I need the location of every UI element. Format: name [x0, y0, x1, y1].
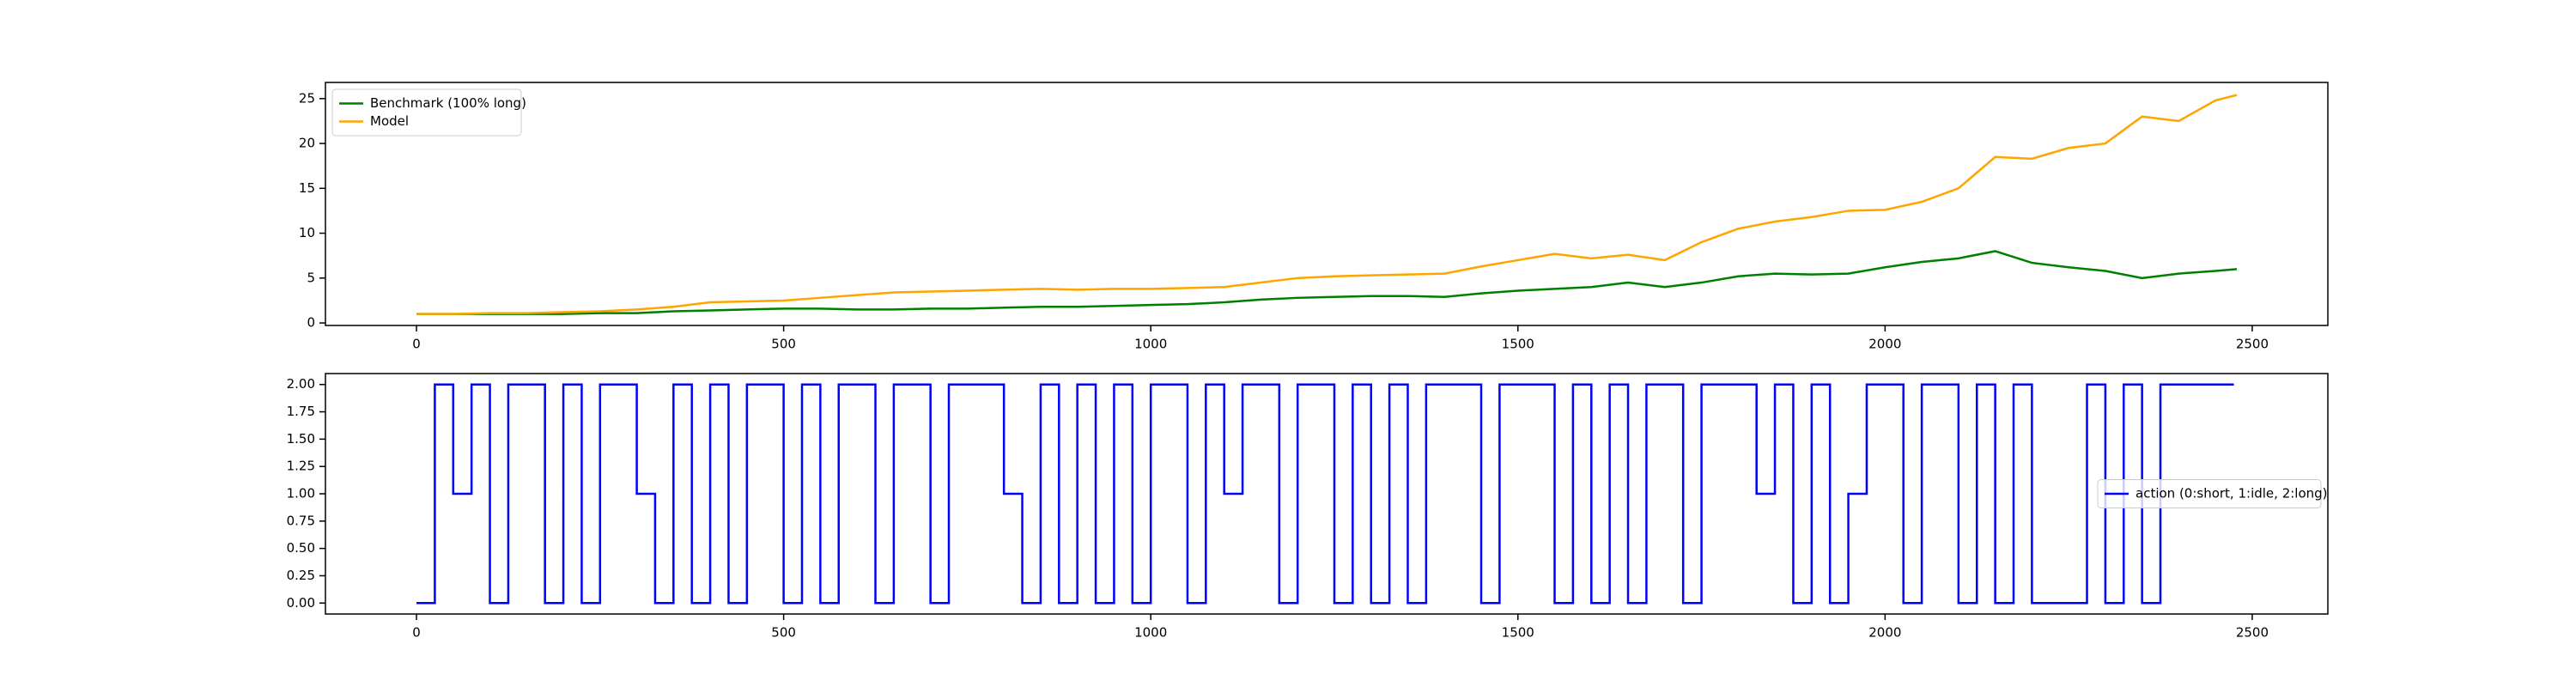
y-tick-label: 0.50 [287, 540, 315, 556]
legend-box [331, 88, 522, 137]
x-tick-label: 2000 [1868, 337, 1901, 352]
x-tick-label: 500 [771, 337, 796, 352]
legend-label: Benchmark (100% long) [370, 95, 526, 111]
x-tick-label: 0 [412, 625, 421, 641]
legend: action (0:short, 1:idle, 2:long) [2097, 479, 2328, 508]
y-tick-label: 1.25 [287, 459, 315, 474]
y-tick-label: 20 [299, 136, 315, 151]
x-tick-label: 1500 [1502, 337, 1534, 352]
legend-box [2097, 479, 2322, 508]
y-tick-label: 2.00 [287, 376, 315, 392]
y-tick-label: 5 [307, 270, 315, 285]
series-line [416, 94, 2238, 315]
axes-frame [325, 82, 2329, 326]
x-tick-label: 1000 [1134, 337, 1167, 352]
axes-frame [325, 373, 2329, 615]
y-tick-label: 0.25 [287, 568, 315, 583]
subplot: 0 500 1000 1500 2000 2500 0.00 0.25 0.50 0.75 1.00… [287, 373, 2329, 641]
x-tick-label: 500 [771, 625, 796, 641]
y-tick-label: 15 [299, 180, 315, 196]
y-tick-label: 0.00 [287, 595, 315, 611]
legend-label: Model [370, 113, 409, 129]
subplot: 0 500 1000 1500 2000 2500 0 5 10 15 20 25 Benchmark … [299, 82, 2329, 352]
x-tick-label: 1500 [1502, 625, 1534, 641]
y-tick-label: 1.50 [287, 431, 315, 447]
series-line [416, 250, 2238, 315]
series-line [416, 383, 2234, 605]
legend: Benchmark (100% long) Model [331, 88, 526, 137]
x-tick-label: 1000 [1134, 625, 1167, 641]
y-tick-label: 25 [299, 90, 315, 106]
y-tick-label: 1.00 [287, 486, 315, 502]
x-tick-label: 2500 [2236, 625, 2269, 641]
y-tick-label: 0.75 [287, 513, 315, 528]
y-tick-label: 10 [299, 225, 315, 240]
y-tick-label: 0 [307, 315, 315, 331]
x-tick-label: 2000 [1868, 625, 1901, 641]
x-tick-label: 0 [412, 337, 421, 352]
y-tick-label: 1.75 [287, 404, 315, 419]
legend-label: action (0:short, 1:idle, 2:long) [2136, 486, 2328, 502]
x-tick-label: 2500 [2236, 337, 2269, 352]
